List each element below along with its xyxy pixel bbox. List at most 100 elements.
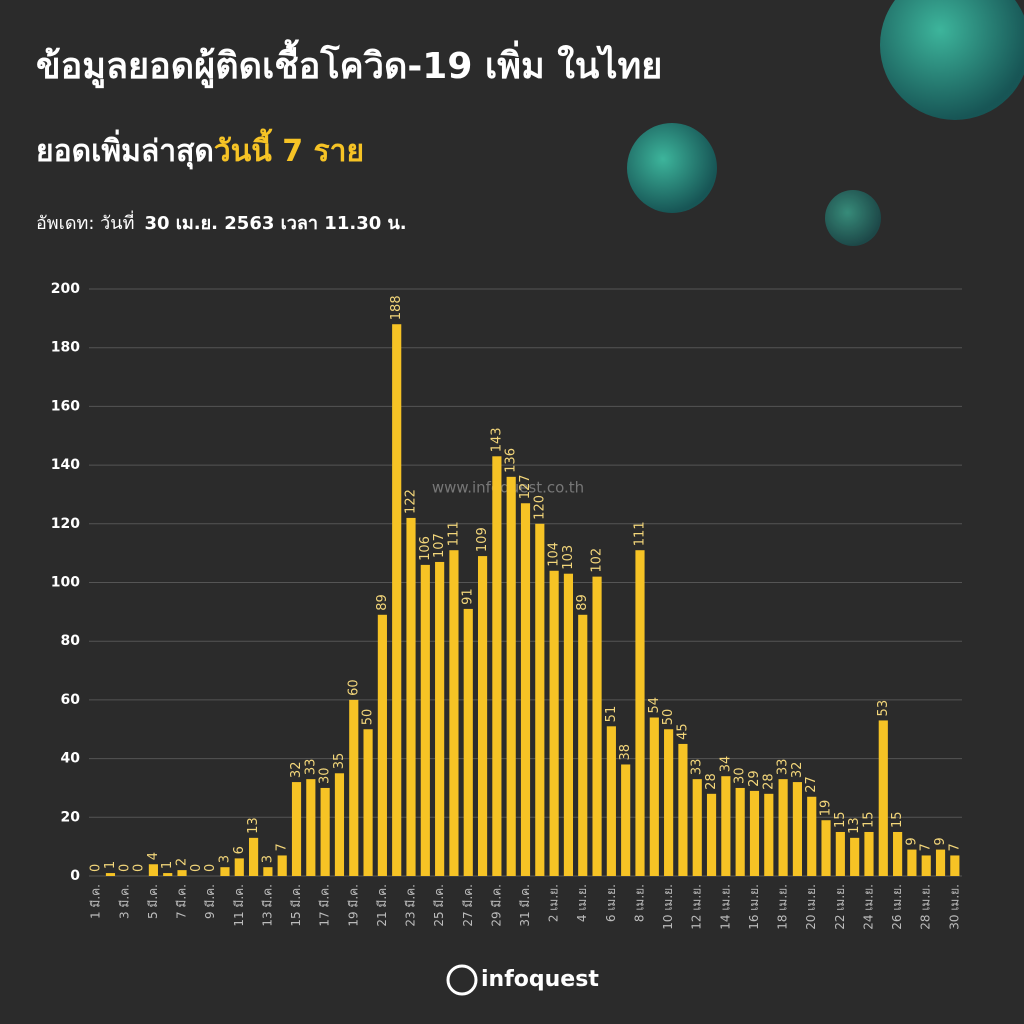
- x-tick-label: 15 มี.ค.: [289, 884, 303, 927]
- bar: [749, 790, 760, 876]
- value-label: 111: [446, 521, 461, 546]
- value-label: 15: [833, 811, 848, 828]
- bar: [420, 564, 430, 876]
- virus-decoration: [627, 0, 1024, 246]
- bar: [306, 779, 316, 876]
- x-tick-label: 21 มี.ค.: [375, 884, 389, 927]
- x-tick-label: 23 มี.ค.: [404, 884, 418, 927]
- bar: [821, 820, 831, 876]
- bar: [907, 849, 917, 876]
- y-tick-label: 20: [61, 809, 81, 825]
- x-tick-label: 26 เม.ย.: [890, 884, 904, 930]
- x-tick-label: 28 เม.ย.: [919, 884, 933, 930]
- bar: [721, 776, 731, 876]
- bar: [678, 743, 688, 876]
- bar: [649, 717, 659, 876]
- value-label: 111: [632, 521, 647, 546]
- value-label: 104: [547, 542, 562, 567]
- x-tick-label: 3 มี.ค.: [117, 884, 131, 919]
- bar: [377, 614, 387, 876]
- value-label: 89: [375, 594, 390, 611]
- value-label: 28: [761, 773, 776, 790]
- bar: [692, 779, 702, 876]
- x-tick-label: 30 เม.ย.: [947, 884, 961, 930]
- value-label: 32: [289, 762, 304, 779]
- x-tick-label: 25 มี.ค.: [432, 884, 446, 927]
- value-label: 122: [404, 489, 419, 514]
- value-label: 127: [518, 474, 533, 499]
- update-when: 30 เม.ย. 2563 เวลา 11.30 น.: [144, 213, 406, 234]
- value-label: 27: [804, 776, 819, 793]
- bar: [277, 855, 287, 876]
- value-label: 29: [747, 770, 762, 787]
- bar: [234, 858, 244, 876]
- bar: [764, 793, 774, 876]
- bar: [477, 556, 488, 876]
- value-label: 3: [217, 855, 232, 863]
- bar: [148, 864, 158, 876]
- value-label: 30: [318, 767, 333, 784]
- bar: [578, 614, 588, 876]
- bar: [535, 523, 545, 876]
- value-label: 107: [432, 533, 447, 558]
- bar: [320, 787, 330, 876]
- value-label: 102: [590, 548, 605, 573]
- x-tick-label: 17 มี.ค.: [318, 884, 332, 927]
- x-tick-label: 9 มี.ค.: [203, 884, 217, 919]
- value-label: 143: [489, 427, 504, 452]
- value-label: 1: [160, 861, 175, 869]
- x-tick-label: 8 เม.ย.: [632, 884, 646, 922]
- value-label: 13: [847, 817, 862, 834]
- bar: [778, 779, 788, 876]
- value-label: 9: [933, 837, 948, 845]
- bar: [449, 550, 459, 876]
- x-tick-label: 12 เม.ย.: [690, 884, 704, 930]
- bar: [334, 773, 345, 876]
- bar: [592, 576, 602, 876]
- update-label: อัพเดท: วันที่: [36, 210, 134, 234]
- value-label: 3: [260, 855, 275, 863]
- update-line: อัพเดท: วันที่ 30 เม.ย. 2563 เวลา 11.30 น…: [36, 210, 407, 234]
- value-label: 60: [346, 679, 361, 696]
- bar: [549, 570, 559, 876]
- bar: [835, 831, 845, 876]
- value-label: 2: [175, 858, 190, 866]
- bar: [220, 867, 230, 876]
- value-label: 1: [103, 861, 118, 869]
- x-tick-label: 27 มี.ค.: [461, 884, 475, 927]
- subtitle: ยอดเพิ่มล่าสุดวันนี้ 7 ราย: [36, 128, 364, 170]
- bar: [363, 729, 373, 876]
- value-label: 9: [904, 837, 919, 845]
- value-label: 30: [733, 767, 748, 784]
- bar: [177, 870, 187, 876]
- y-tick-label: 160: [51, 398, 80, 414]
- value-label: 0: [189, 864, 204, 872]
- value-label: 91: [461, 588, 476, 605]
- bar: [492, 456, 502, 876]
- value-label: 34: [718, 756, 733, 773]
- bar: [606, 726, 616, 876]
- value-label: 0: [89, 864, 104, 872]
- value-label: 15: [890, 811, 905, 828]
- value-label: 33: [303, 759, 318, 776]
- bar: [921, 855, 931, 876]
- value-label: 38: [618, 744, 633, 761]
- x-tick-label: 6 เม.ย.: [604, 884, 618, 922]
- x-tick-label: 1 มี.ค.: [89, 884, 103, 919]
- bar: [291, 782, 302, 876]
- bar: [706, 793, 717, 876]
- x-tick-label: 20 เม.ย.: [804, 884, 818, 930]
- bar: [850, 837, 860, 876]
- value-label: 7: [947, 843, 962, 851]
- value-label: 53: [876, 700, 891, 717]
- value-label: 32: [790, 762, 805, 779]
- y-tick-label: 180: [51, 340, 80, 356]
- value-label: 50: [661, 709, 676, 726]
- value-label: 19: [819, 800, 834, 817]
- bar: [263, 867, 273, 876]
- logo: infoquest: [481, 967, 599, 992]
- value-label: 103: [561, 545, 576, 570]
- value-label: 0: [117, 864, 132, 872]
- value-label: 109: [475, 527, 490, 552]
